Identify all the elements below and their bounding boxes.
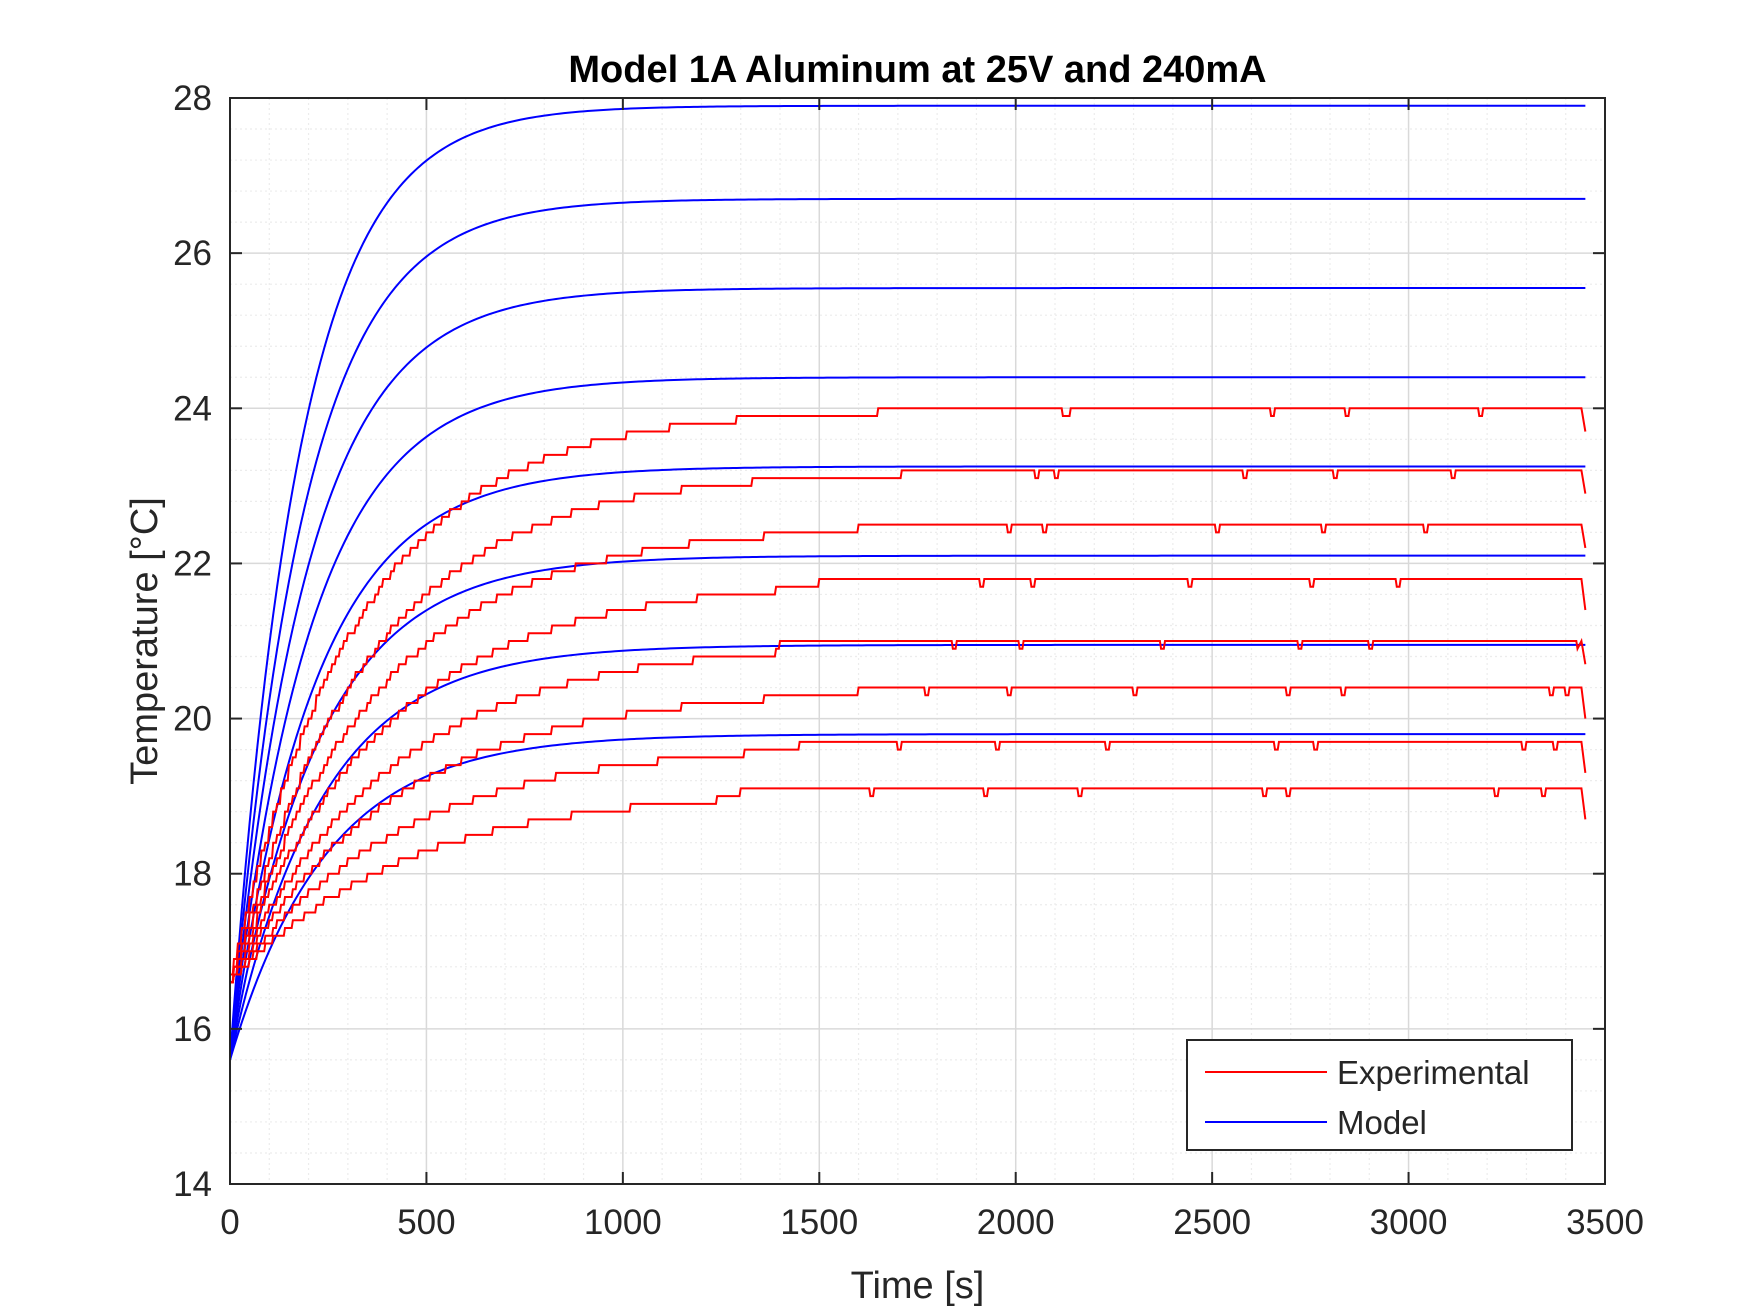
experimental-series-line-2	[230, 523, 1587, 984]
model-series-line-0	[229, 104, 1586, 1060]
y-tick-label: 14	[173, 1165, 212, 1204]
experimental-series-line-6	[230, 740, 1587, 984]
model-series-line-1	[229, 197, 1586, 1060]
x-tick-label: 500	[397, 1203, 455, 1242]
experimental-series-line-7	[230, 787, 1587, 984]
y-tick-label: 20	[173, 700, 212, 739]
ticks-layer: 0 500 1000 1500 2000 2500 3000 3500 14 16 18 20 22 24…	[173, 79, 1644, 1242]
experimental-series-line-3	[230, 577, 1587, 984]
x-tick-label: 0	[220, 1203, 239, 1242]
y-tick-label: 26	[173, 234, 212, 273]
legend-label-model: Model	[1337, 1104, 1427, 1141]
legend-label-experimental: Experimental	[1337, 1054, 1530, 1091]
legend: Experimental Model	[1186, 1039, 1573, 1151]
x-tick-label: 2500	[1173, 1203, 1251, 1242]
model-series-line-4	[229, 465, 1586, 1061]
chart-title: Model 1A Aluminum at 25V and 240mA	[568, 49, 1266, 91]
experimental-series-line-5	[230, 686, 1587, 984]
y-tick-label: 22	[173, 544, 212, 583]
model-series-line-2	[229, 287, 1586, 1060]
x-tick-label: 1500	[780, 1203, 858, 1242]
x-axis-label: Time [s]	[851, 1265, 985, 1307]
model-series-line-5	[229, 554, 1586, 1061]
experimental-series-line-1	[230, 469, 1587, 984]
x-tick-label: 2000	[977, 1203, 1055, 1242]
x-tick-label: 3000	[1370, 1203, 1448, 1242]
plot-border	[229, 97, 1606, 1185]
y-tick-label: 28	[173, 79, 212, 118]
series-layer	[229, 104, 1587, 1061]
experimental-series-line-0	[230, 407, 1587, 976]
experimental-series-line-4	[230, 637, 1587, 984]
legend-box	[1186, 1039, 1573, 1151]
x-tick-label: 3500	[1566, 1203, 1644, 1242]
x-tick-label: 1000	[584, 1203, 662, 1242]
y-axis-label: Temperature [°C]	[124, 497, 166, 785]
y-tick-label: 18	[173, 855, 212, 894]
model-series-line-3	[229, 376, 1586, 1061]
y-tick-label: 16	[173, 1010, 212, 1049]
y-tick-label: 24	[173, 389, 212, 428]
model-series-line-6	[229, 643, 1586, 1061]
